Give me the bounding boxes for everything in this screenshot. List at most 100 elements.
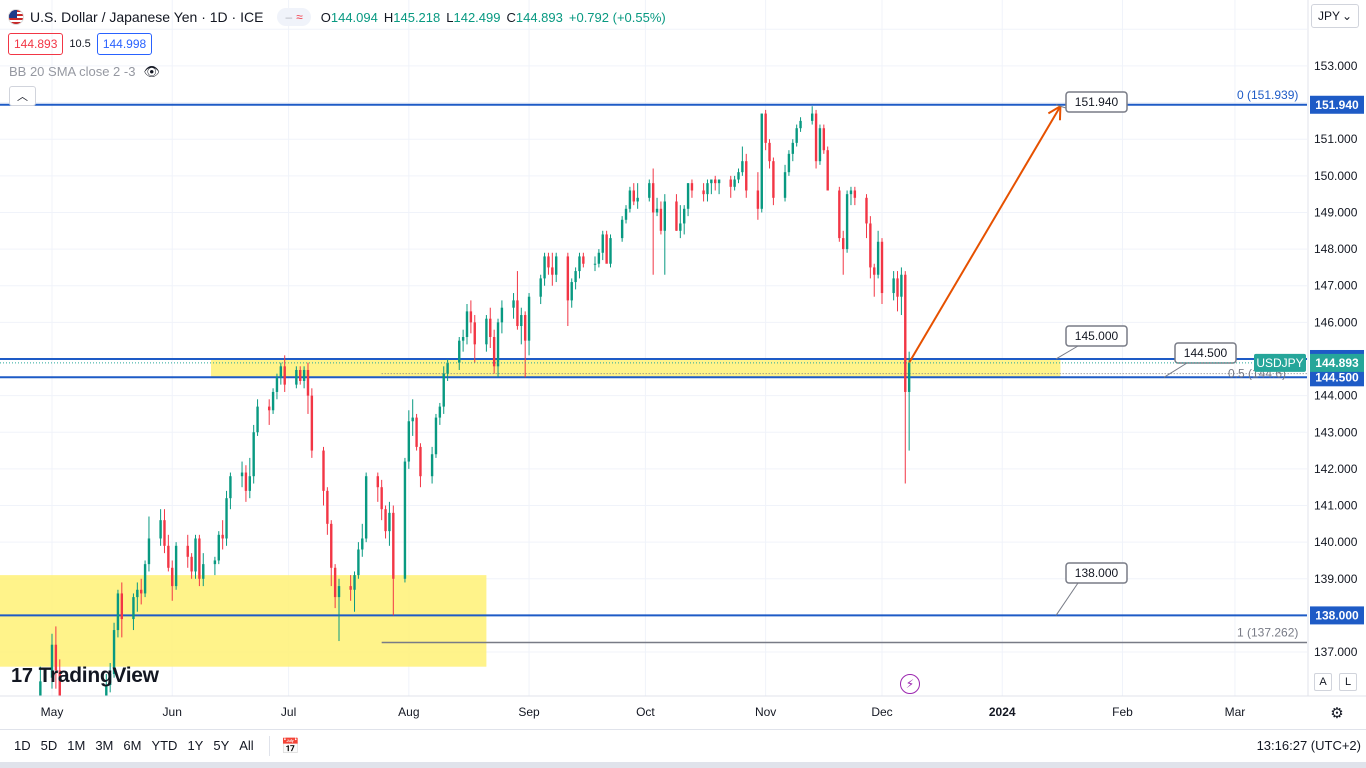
price-tick-label: 149.000: [1314, 205, 1358, 219]
candle-body: [384, 509, 387, 532]
level-price-tag: [1310, 368, 1364, 387]
range-tab-1y[interactable]: 1Y: [187, 738, 204, 753]
callout-label: 144.500: [1184, 346, 1228, 360]
high-label: H: [383, 9, 394, 25]
candle-body: [217, 534, 220, 561]
settings-gear-icon[interactable]: ⚙: [1330, 705, 1344, 722]
sell-price-button[interactable]: 144.893: [8, 33, 64, 55]
callout-pointer: [1055, 582, 1079, 616]
collapse-legend-button[interactable]: ︿: [9, 86, 36, 106]
candle-body: [361, 538, 364, 550]
range-tab-1m[interactable]: 1M: [67, 738, 86, 753]
candle-body: [523, 315, 527, 341]
time-tick-label: Dec: [871, 705, 892, 719]
candle-body: [904, 274, 907, 392]
callout-box[interactable]: [1065, 91, 1128, 113]
candle-body: [717, 179, 721, 184]
candle-body: [461, 337, 465, 341]
range-tab-all[interactable]: All: [239, 738, 254, 753]
axes: 137.000 138.000 139.000 140.000 141.000 142.0…: [0, 0, 1366, 719]
range-tab-3m[interactable]: 3M: [95, 738, 114, 753]
candle-body: [190, 556, 193, 572]
candle-body: [392, 512, 395, 579]
price-tick-label: 146.000: [1314, 315, 1358, 329]
candle-body: [198, 538, 201, 579]
candle-body: [873, 267, 876, 275]
candle-body: [194, 538, 197, 572]
highlight-zone: [0, 575, 487, 667]
candle-body: [143, 564, 147, 594]
hidden-eye-icon[interactable]: 👁: [143, 63, 160, 79]
callout-box[interactable]: [1065, 325, 1128, 347]
callout-box[interactable]: [1065, 562, 1128, 584]
candle-body: [473, 322, 476, 345]
time-tick-label: Nov: [755, 705, 776, 719]
toolbar-divider: [268, 736, 270, 756]
candle-body: [229, 476, 232, 499]
candle-body: [810, 113, 814, 121]
range-tab-6m[interactable]: 6M: [123, 738, 142, 753]
time-tick-label: May: [41, 705, 64, 719]
fib-label-1: 1 (137.262): [1237, 625, 1298, 639]
candle-body: [582, 256, 585, 264]
candle-body: [799, 120, 802, 129]
candle-body: [838, 190, 841, 239]
clock-readout[interactable]: 13:16:27 (UTC+2): [1256, 738, 1361, 753]
candle-body: [330, 523, 333, 568]
candle-body: [516, 300, 519, 327]
candle-body: [876, 241, 880, 275]
event-lightning-icon[interactable]: ⚡: [900, 674, 920, 694]
candle-body: [880, 241, 884, 294]
chevron-down-icon: ⌄: [1341, 9, 1352, 23]
callout-box[interactable]: [1174, 342, 1237, 364]
range-tab-5d[interactable]: 5D: [40, 738, 58, 753]
candle-body: [186, 545, 189, 557]
candle-body: [651, 183, 655, 213]
candle-body: [822, 128, 826, 151]
candle-body: [256, 406, 259, 433]
candle-body: [733, 179, 736, 187]
candle-body: [438, 406, 442, 418]
range-tab-ytd[interactable]: YTD: [151, 738, 178, 753]
buy-price-button[interactable]: 144.998: [96, 33, 153, 55]
candle-body: [772, 161, 775, 198]
range-tab-5y[interactable]: 5Y: [213, 738, 230, 753]
candle-body: [252, 432, 255, 477]
range-tab-1d[interactable]: 1D: [14, 738, 31, 753]
candle-body: [609, 238, 612, 264]
candle-body: [675, 201, 678, 231]
candle-body: [605, 234, 608, 264]
price-tick-label: 147.000: [1314, 279, 1358, 293]
candle-body: [58, 670, 61, 715]
price-tick-label: 140.000: [1314, 535, 1358, 549]
candle-body: [54, 644, 58, 671]
candle-body: [853, 190, 857, 198]
candle-body: [434, 417, 438, 455]
time-tick-label: Jul: [281, 705, 296, 719]
callout-label: 151.940: [1075, 95, 1119, 109]
time-tick-label: Mar: [1225, 705, 1246, 719]
auto-scale-button[interactable]: A: [1314, 673, 1332, 691]
candle-body: [601, 234, 604, 253]
candle-body: [814, 113, 818, 162]
time-tick-label: Feb: [1112, 705, 1133, 719]
close-value: 144.893: [515, 9, 563, 25]
symbol-title[interactable]: U.S. Dollar / Japanese Yen · 1D · ICE: [30, 9, 264, 25]
indicator-legend[interactable]: BB 20 SMA close 2 -3 👁: [9, 64, 161, 79]
candle-body: [415, 417, 418, 447]
market-status-badge[interactable]: – ≈: [277, 8, 311, 26]
candle-body: [271, 391, 275, 411]
candle-body: [551, 267, 554, 275]
currency-select[interactable]: JPY ⌄: [1311, 4, 1359, 28]
callout-label: 145.000: [1075, 329, 1119, 343]
fib-label-0: 0 (151.939): [1237, 88, 1298, 102]
candle-body: [791, 142, 794, 154]
log-scale-button[interactable]: L: [1339, 673, 1357, 691]
candle-body: [702, 190, 705, 195]
calendar-goto-icon[interactable]: 📅: [281, 738, 301, 755]
candle-body: [349, 586, 352, 590]
price-tick-label: 141.000: [1314, 499, 1358, 513]
candle-body: [376, 476, 379, 488]
candle-body: [105, 685, 108, 700]
